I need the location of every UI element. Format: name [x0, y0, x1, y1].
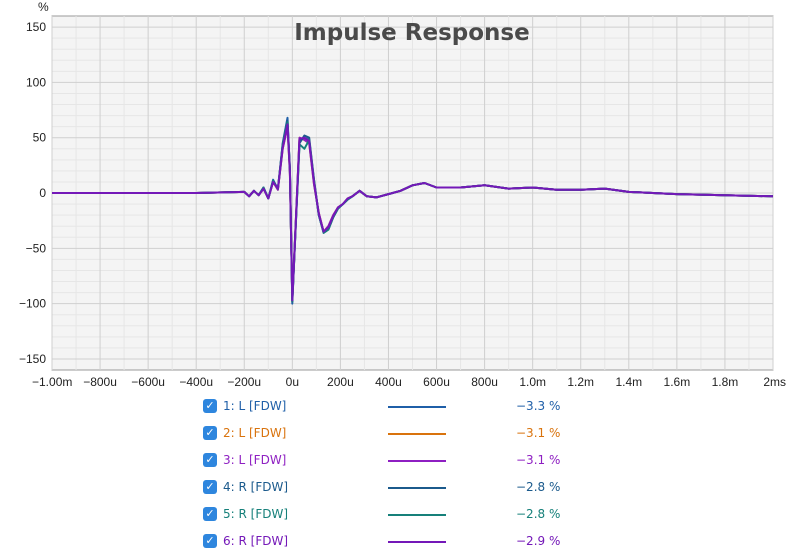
y-axis-ticks: 150 100 50 0 −50 −100 −150 [19, 20, 46, 366]
legend-swatch [388, 541, 446, 543]
x-tick-label: 1.6m [664, 375, 691, 389]
y-tick-label: 150 [26, 20, 46, 34]
y-tick-label: −100 [19, 297, 46, 311]
y-tick-label: 50 [33, 131, 47, 145]
legend-row: ✓ 2: L [FDW] −3.1 % [203, 423, 583, 450]
legend-series-name: 5: R [FDW] [223, 507, 289, 521]
legend-checkbox[interactable]: ✓ [203, 534, 217, 548]
legend-swatch [388, 433, 446, 435]
legend-swatch [388, 406, 446, 408]
legend-checkbox[interactable]: ✓ [203, 426, 217, 440]
legend-swatch [388, 487, 446, 489]
legend-row: ✓ 5: R [FDW] −2.8 % [203, 504, 583, 531]
x-tick-label: 1.0m [519, 375, 546, 389]
y-axis-unit: % [38, 0, 49, 14]
x-tick-label: −800u [83, 375, 117, 389]
legend-checkbox[interactable]: ✓ [203, 507, 217, 521]
legend: ✓ 1: L [FDW] −3.3 % ✓ 2: L [FDW] −3.1 % ✓ 3: L … [203, 396, 583, 558]
legend-value: −3.3 % [516, 399, 561, 413]
x-tick-label: 2ms [763, 375, 786, 389]
impulse-response-chart: 150 100 50 0 −50 −100 −150 −1.00m −800u −600u −40… [19, 0, 786, 389]
y-tick-label: 100 [26, 75, 46, 89]
legend-series-name: 1: L [FDW] [223, 399, 287, 413]
x-tick-label: 800u [471, 375, 498, 389]
legend-series-name: 6: R [FDW] [223, 534, 289, 548]
x-tick-label: 1.2m [567, 375, 594, 389]
legend-value: −2.8 % [516, 507, 561, 521]
legend-value: −2.8 % [516, 480, 561, 494]
legend-checkbox[interactable]: ✓ [203, 453, 217, 467]
legend-row: ✓ 4: R [FDW] −2.8 % [203, 477, 583, 504]
y-tick-label: 0 [39, 186, 46, 200]
series-line [52, 123, 774, 302]
legend-swatch [388, 514, 446, 516]
grid [51, 16, 774, 370]
y-tick-label: −150 [19, 352, 46, 366]
x-tick-label: 400u [375, 375, 402, 389]
legend-checkbox[interactable]: ✓ [203, 480, 217, 494]
legend-value: −3.1 % [516, 453, 561, 467]
x-tick-label: −200u [227, 375, 261, 389]
x-tick-label: −600u [131, 375, 165, 389]
x-tick-label: 200u [327, 375, 354, 389]
y-tick-label: −50 [26, 241, 47, 255]
legend-swatch [388, 460, 446, 462]
legend-series-name: 2: L [FDW] [223, 426, 287, 440]
legend-series-name: 4: R [FDW] [223, 480, 289, 494]
x-tick-label: −1.00m [32, 375, 72, 389]
legend-row: ✓ 6: R [FDW] −2.9 % [203, 531, 583, 558]
x-tick-label: 1.4m [615, 375, 642, 389]
x-tick-label: 1.8m [712, 375, 739, 389]
series-lines [52, 116, 774, 305]
x-tick-label: 0u [286, 375, 299, 389]
x-tick-label: 600u [423, 375, 450, 389]
x-axis-ticks: −1.00m −800u −600u −400u −200u 0u 200u 400u 600u… [32, 375, 786, 389]
legend-series-name: 3: L [FDW] [223, 453, 287, 467]
chart-title: Impulse Response [294, 20, 529, 46]
legend-value: −3.1 % [516, 426, 561, 440]
legend-row: ✓ 1: L [FDW] −3.3 % [203, 396, 583, 423]
x-tick-label: −400u [179, 375, 213, 389]
legend-value: −2.9 % [516, 534, 561, 548]
legend-checkbox[interactable]: ✓ [203, 399, 217, 413]
legend-row: ✓ 3: L [FDW] −3.1 % [203, 450, 583, 477]
